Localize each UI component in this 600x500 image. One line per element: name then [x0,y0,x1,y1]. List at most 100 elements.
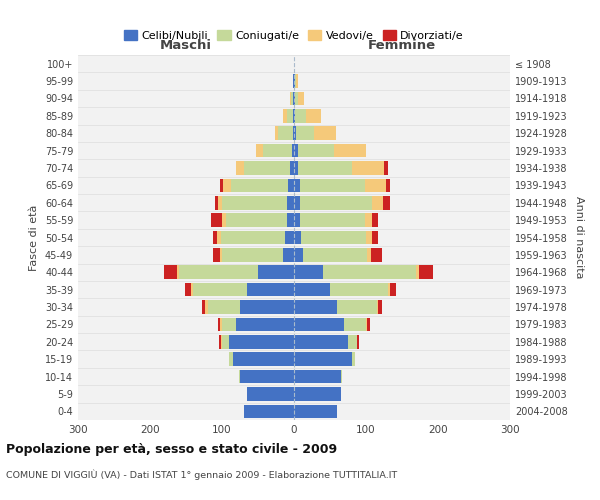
Bar [295,92,298,105]
Bar [286,230,294,244]
Bar [294,109,295,122]
Bar [298,92,304,105]
Bar [367,248,371,262]
Y-axis label: Anni di nascita: Anni di nascita [574,196,584,279]
Bar [222,196,287,209]
Bar [208,300,240,314]
Bar [294,144,298,158]
Bar [205,300,208,314]
Bar [222,248,283,262]
Bar [247,387,294,400]
Bar [290,161,294,175]
Bar [293,74,294,88]
Bar [341,370,342,384]
Bar [298,144,334,158]
Bar [191,283,193,296]
Bar [220,248,222,262]
Bar [278,126,293,140]
Bar [295,74,296,88]
Bar [294,352,352,366]
Bar [222,318,236,331]
Bar [390,283,395,296]
Bar [239,370,240,384]
Y-axis label: Fasce di età: Fasce di età [29,204,39,270]
Bar [222,214,226,227]
Bar [358,335,359,348]
Bar [323,266,416,279]
Bar [344,318,366,331]
Bar [365,214,372,227]
Bar [419,266,433,279]
Bar [294,248,302,262]
Bar [294,404,337,418]
Bar [220,178,223,192]
Text: COMUNE DI VIGGIÙ (VA) - Dati ISTAT 1° gennaio 2009 - Elaborazione TUTTITALIA.IT: COMUNE DI VIGGIÙ (VA) - Dati ISTAT 1° ge… [6,469,397,480]
Bar [294,196,300,209]
Bar [416,266,419,279]
Bar [330,283,388,296]
Bar [185,283,191,296]
Bar [296,126,314,140]
Bar [294,266,323,279]
Bar [384,161,388,175]
Bar [367,318,370,331]
Bar [386,178,390,192]
Bar [294,161,298,175]
Bar [179,266,258,279]
Bar [294,230,301,244]
Bar [293,126,294,140]
Bar [223,178,230,192]
Bar [300,214,365,227]
Bar [294,335,348,348]
Bar [219,335,221,348]
Bar [287,196,294,209]
Bar [230,178,288,192]
Bar [236,161,244,175]
Bar [294,178,300,192]
Bar [294,370,341,384]
Bar [221,335,222,348]
Bar [334,144,366,158]
Bar [214,230,217,244]
Bar [287,109,293,122]
Bar [294,214,300,227]
Bar [366,318,367,331]
Bar [256,144,263,158]
Legend: Celibi/Nubili, Coniugati/e, Vedovi/e, Divorziati/e: Celibi/Nubili, Coniugati/e, Vedovi/e, Di… [119,26,469,45]
Bar [222,335,229,348]
Bar [294,318,344,331]
Bar [302,248,367,262]
Bar [352,161,384,175]
Bar [378,300,382,314]
Bar [292,144,294,158]
Bar [337,300,377,314]
Bar [220,318,222,331]
Bar [236,318,294,331]
Bar [263,144,292,158]
Bar [294,126,296,140]
Bar [372,214,377,227]
Bar [298,161,352,175]
Bar [211,214,222,227]
Bar [288,178,294,192]
Bar [233,352,294,366]
Bar [283,109,287,122]
Bar [372,230,377,244]
Bar [348,335,356,348]
Bar [217,230,221,244]
Text: Popolazione per età, sesso e stato civile - 2009: Popolazione per età, sesso e stato civil… [6,442,337,456]
Bar [202,300,205,314]
Bar [275,126,278,140]
Bar [352,352,355,366]
Bar [388,283,390,296]
Bar [215,196,218,209]
Bar [240,370,294,384]
Bar [300,196,372,209]
Bar [193,283,247,296]
Bar [229,352,233,366]
Bar [365,178,386,192]
Bar [283,248,294,262]
Bar [296,74,298,88]
Bar [300,178,365,192]
Bar [294,300,337,314]
